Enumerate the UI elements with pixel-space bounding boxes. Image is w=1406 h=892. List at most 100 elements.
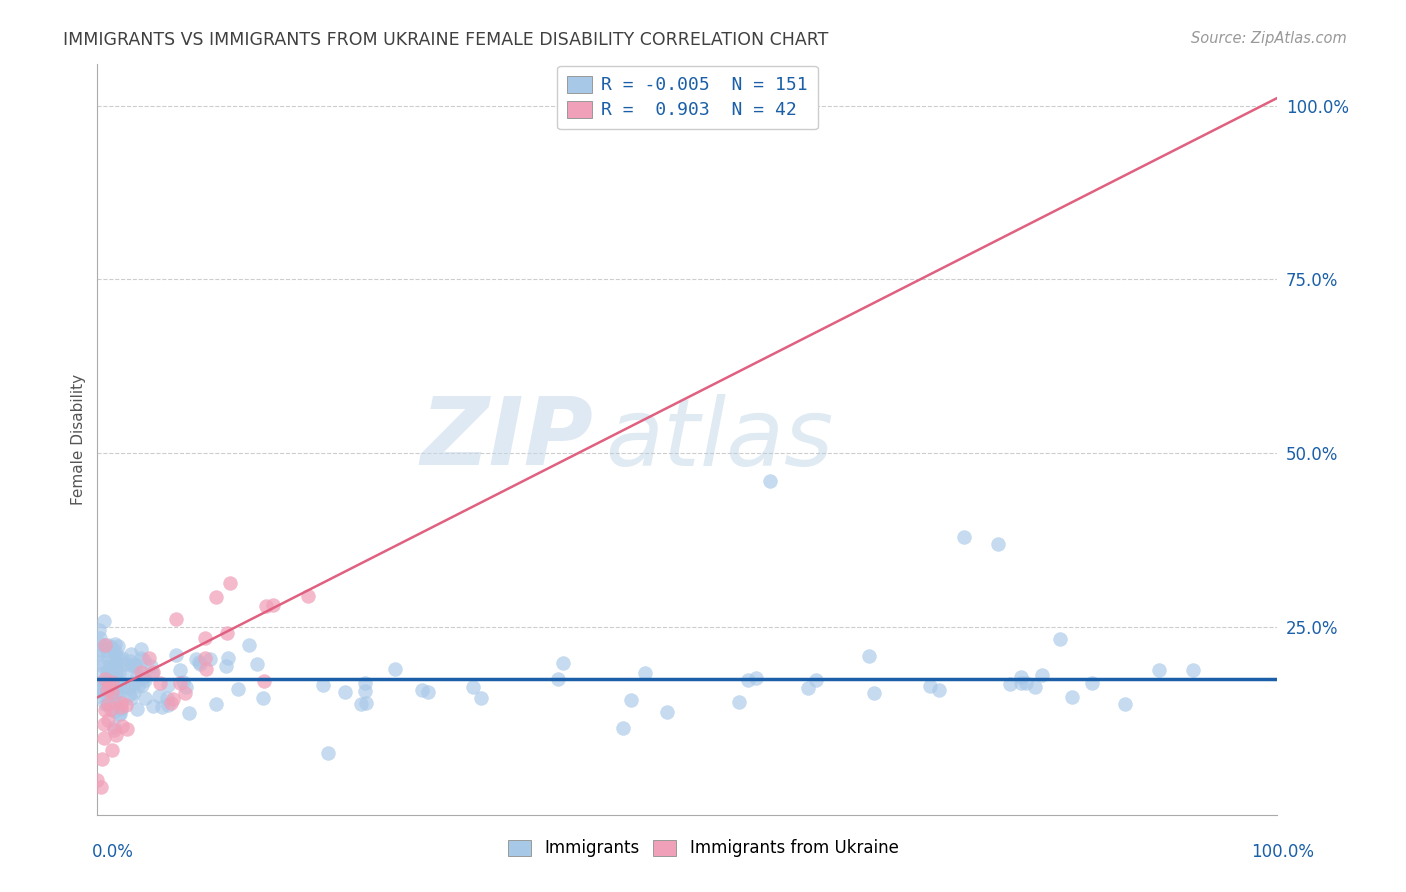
Point — [94, 703, 117, 717]
Point — [104, 673, 127, 687]
Point — [120, 690, 142, 705]
Point — [174, 681, 197, 695]
Point — [354, 696, 377, 710]
Point — [93, 717, 115, 731]
Point — [107, 639, 129, 653]
Point — [104, 637, 127, 651]
Point — [100, 669, 122, 683]
Point — [238, 638, 260, 652]
Legend: Immigrants, Immigrants from Ukraine: Immigrants, Immigrants from Ukraine — [501, 833, 905, 864]
Point — [97, 697, 120, 711]
Point — [198, 652, 221, 666]
Point — [93, 615, 115, 629]
Point — [86, 772, 108, 787]
Point — [418, 685, 440, 699]
Point — [262, 598, 284, 612]
Point — [162, 692, 184, 706]
Point — [129, 665, 152, 679]
Point — [93, 639, 115, 653]
Point — [987, 536, 1010, 550]
Point — [89, 655, 111, 669]
Point — [141, 665, 163, 680]
Point — [335, 685, 357, 699]
Point — [97, 696, 120, 710]
Point — [463, 680, 485, 694]
Point — [97, 665, 120, 680]
Point — [97, 713, 120, 727]
Point — [96, 683, 118, 698]
Point — [97, 638, 120, 652]
Point — [87, 681, 110, 695]
Y-axis label: Female Disability: Female Disability — [72, 374, 86, 505]
Point — [96, 681, 118, 695]
Point — [108, 685, 131, 699]
Point — [174, 686, 197, 700]
Point — [101, 743, 124, 757]
Point — [90, 780, 112, 794]
Point — [179, 706, 201, 720]
Text: IMMIGRANTS VS IMMIGRANTS FROM UKRAINE FEMALE DISABILITY CORRELATION CHART: IMMIGRANTS VS IMMIGRANTS FROM UKRAINE FE… — [63, 31, 828, 49]
Point — [89, 631, 111, 645]
Point — [118, 654, 141, 668]
Point — [219, 576, 242, 591]
Point — [98, 679, 121, 693]
Point — [205, 590, 228, 604]
Point — [124, 675, 146, 690]
Point — [90, 637, 112, 651]
Point — [350, 698, 373, 712]
Point — [120, 647, 142, 661]
Point — [96, 697, 118, 711]
Text: Source: ZipAtlas.com: Source: ZipAtlas.com — [1191, 31, 1347, 46]
Point — [745, 671, 768, 685]
Point — [194, 662, 217, 676]
Point — [1024, 681, 1046, 695]
Point — [620, 692, 643, 706]
Text: 100.0%: 100.0% — [1251, 843, 1315, 861]
Point — [131, 666, 153, 681]
Point — [226, 681, 249, 696]
Point — [928, 683, 950, 698]
Point — [98, 673, 121, 687]
Point — [127, 701, 149, 715]
Point — [215, 625, 238, 640]
Point — [90, 684, 112, 698]
Point — [91, 666, 114, 681]
Point — [169, 663, 191, 677]
Point — [118, 681, 141, 696]
Point — [796, 681, 818, 695]
Point — [100, 640, 122, 655]
Point — [101, 685, 124, 699]
Point — [100, 668, 122, 682]
Text: atlas: atlas — [605, 393, 834, 485]
Point — [217, 651, 239, 665]
Point — [1060, 690, 1083, 705]
Point — [312, 678, 335, 692]
Point — [108, 706, 131, 721]
Point — [104, 671, 127, 685]
Point — [104, 673, 127, 687]
Point — [165, 612, 187, 626]
Point — [105, 696, 128, 710]
Point — [1081, 676, 1104, 690]
Point — [115, 665, 138, 679]
Point — [612, 721, 634, 735]
Point — [105, 649, 128, 664]
Point — [134, 670, 156, 684]
Point — [127, 679, 149, 693]
Point — [91, 752, 114, 766]
Point — [253, 674, 276, 689]
Point — [353, 676, 375, 690]
Point — [103, 704, 125, 718]
Point — [1114, 697, 1136, 711]
Point — [91, 643, 114, 657]
Point — [101, 661, 124, 675]
Point — [118, 688, 141, 702]
Point — [100, 702, 122, 716]
Point — [124, 657, 146, 671]
Point — [551, 656, 574, 670]
Point — [104, 644, 127, 658]
Point — [114, 698, 136, 712]
Point — [470, 691, 492, 706]
Point — [1031, 668, 1053, 682]
Point — [297, 590, 319, 604]
